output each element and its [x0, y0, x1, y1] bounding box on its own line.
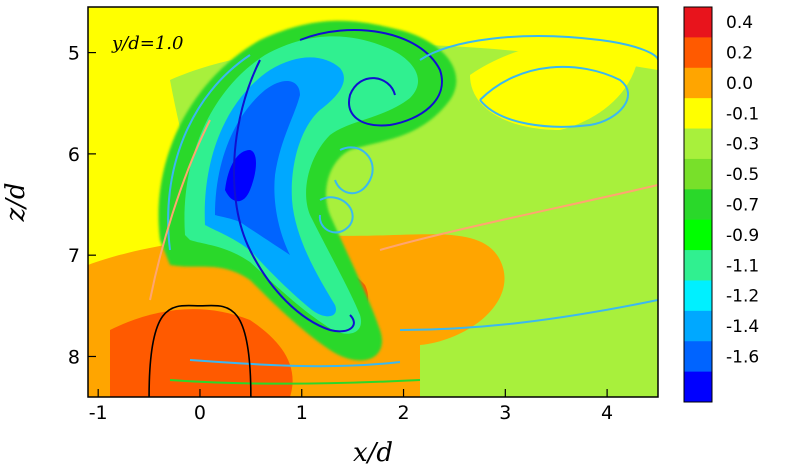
colorbar-segment — [684, 189, 712, 221]
colorbar-label: 0.4 — [726, 13, 753, 33]
field-region-pocket — [470, 36, 640, 130]
colorbar-segment — [684, 341, 712, 373]
x-tick-label: -1 — [89, 402, 108, 424]
contour-line-cyan — [419, 35, 658, 61]
contour-line-cyan — [167, 54, 251, 251]
contour-line-cyan — [318, 196, 354, 234]
colorbar-label: -0.3 — [726, 135, 759, 155]
y-tick-label: 7 — [68, 245, 80, 267]
colorbar-label: -1.2 — [726, 287, 759, 307]
y-axis: 5 6 7 8 — [68, 43, 96, 368]
x-tick-label: 4 — [601, 402, 613, 424]
contour-line-cyan — [189, 359, 401, 368]
colorbar-segment — [684, 7, 712, 38]
y-tick-label: 5 — [68, 43, 80, 65]
colorbar: 0.4 0.2 0.0 -0.1 -0.3 -0.5 -0.7 -0.9 -1.1 -1.2 -1.… — [683, 6, 759, 403]
contour-line-dark — [233, 59, 355, 333]
x-tick-label: 0 — [194, 402, 206, 424]
colorbar-segment — [684, 158, 712, 190]
y-axis-title: z/d — [1, 182, 31, 222]
colorbar-label: -0.5 — [726, 165, 759, 185]
colorbar-segment — [684, 310, 712, 342]
x-tick-label: 2 — [397, 402, 409, 424]
field-band-minimum — [225, 150, 256, 202]
colorbar-segment — [684, 371, 712, 403]
contour-line-orange — [149, 119, 211, 301]
colorbar-label: -1.6 — [726, 347, 759, 367]
x-tick-label: 3 — [499, 402, 511, 424]
contour-line-cyan — [399, 299, 658, 331]
field-band-deep-blue — [215, 80, 300, 255]
colorbar-label: -0.1 — [726, 104, 759, 124]
colorbar-segment — [684, 280, 712, 312]
colorbar-label: -0.7 — [726, 196, 759, 216]
x-axis-title: x/d — [353, 438, 393, 468]
annotation: y/d=1.0 — [111, 33, 183, 54]
colorbar-segment — [684, 37, 712, 69]
y-tick-label: 6 — [68, 144, 80, 166]
y-tick-label: 8 — [68, 346, 80, 368]
colorbar-label: 0.2 — [726, 44, 753, 64]
contour-line-cyan — [334, 146, 374, 195]
colorbar-segment — [684, 219, 712, 251]
colorbar-segment — [684, 250, 712, 281]
colorbar-label: -1.4 — [726, 317, 759, 337]
nozzle-outline — [148, 304, 252, 397]
contour-line-orange — [379, 184, 658, 251]
colorbar-label: -1.1 — [726, 256, 759, 276]
colorbar-frame — [683, 6, 713, 403]
contour-line-cyan — [479, 65, 630, 128]
x-axis: -1 0 1 2 3 4 — [89, 389, 613, 424]
contour-line-dark — [299, 29, 443, 127]
contour-lines — [149, 29, 658, 385]
colorbar-label: 0.0 — [726, 74, 753, 94]
contour-field — [88, 7, 658, 397]
plot-frame — [87, 6, 659, 398]
colorbar-segment — [684, 128, 712, 160]
contour-line-green — [169, 379, 421, 385]
x-tick-label: 1 — [296, 402, 308, 424]
colorbar-segment — [684, 98, 712, 130]
colorbar-label: -0.9 — [726, 226, 759, 246]
colorbar-segment — [684, 67, 712, 99]
